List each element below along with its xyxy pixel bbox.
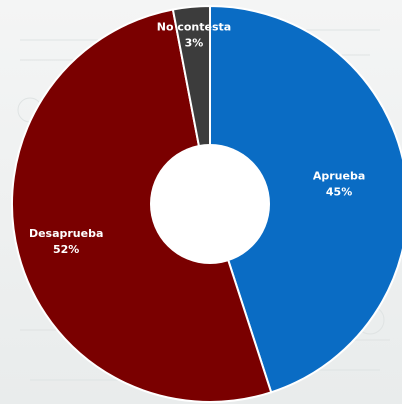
slice-value-aprueba: 45% — [326, 186, 352, 199]
slice-label-no-contesta: No contesta — [157, 20, 231, 33]
slice-value-no-contesta: 3% — [185, 36, 204, 49]
donut-hole — [150, 144, 270, 264]
slice-desaprueba — [11, 8, 273, 403]
slice-label-aprueba: Aprueba — [313, 170, 365, 183]
labels-group: Aprueba 45% Desaprueba 52% No contesta 3% — [29, 20, 365, 255]
slice-value-desaprueba: 52% — [53, 243, 79, 256]
slice-aprueba — [209, 4, 402, 394]
slice-label-desaprueba: Desaprueba — [29, 227, 103, 240]
